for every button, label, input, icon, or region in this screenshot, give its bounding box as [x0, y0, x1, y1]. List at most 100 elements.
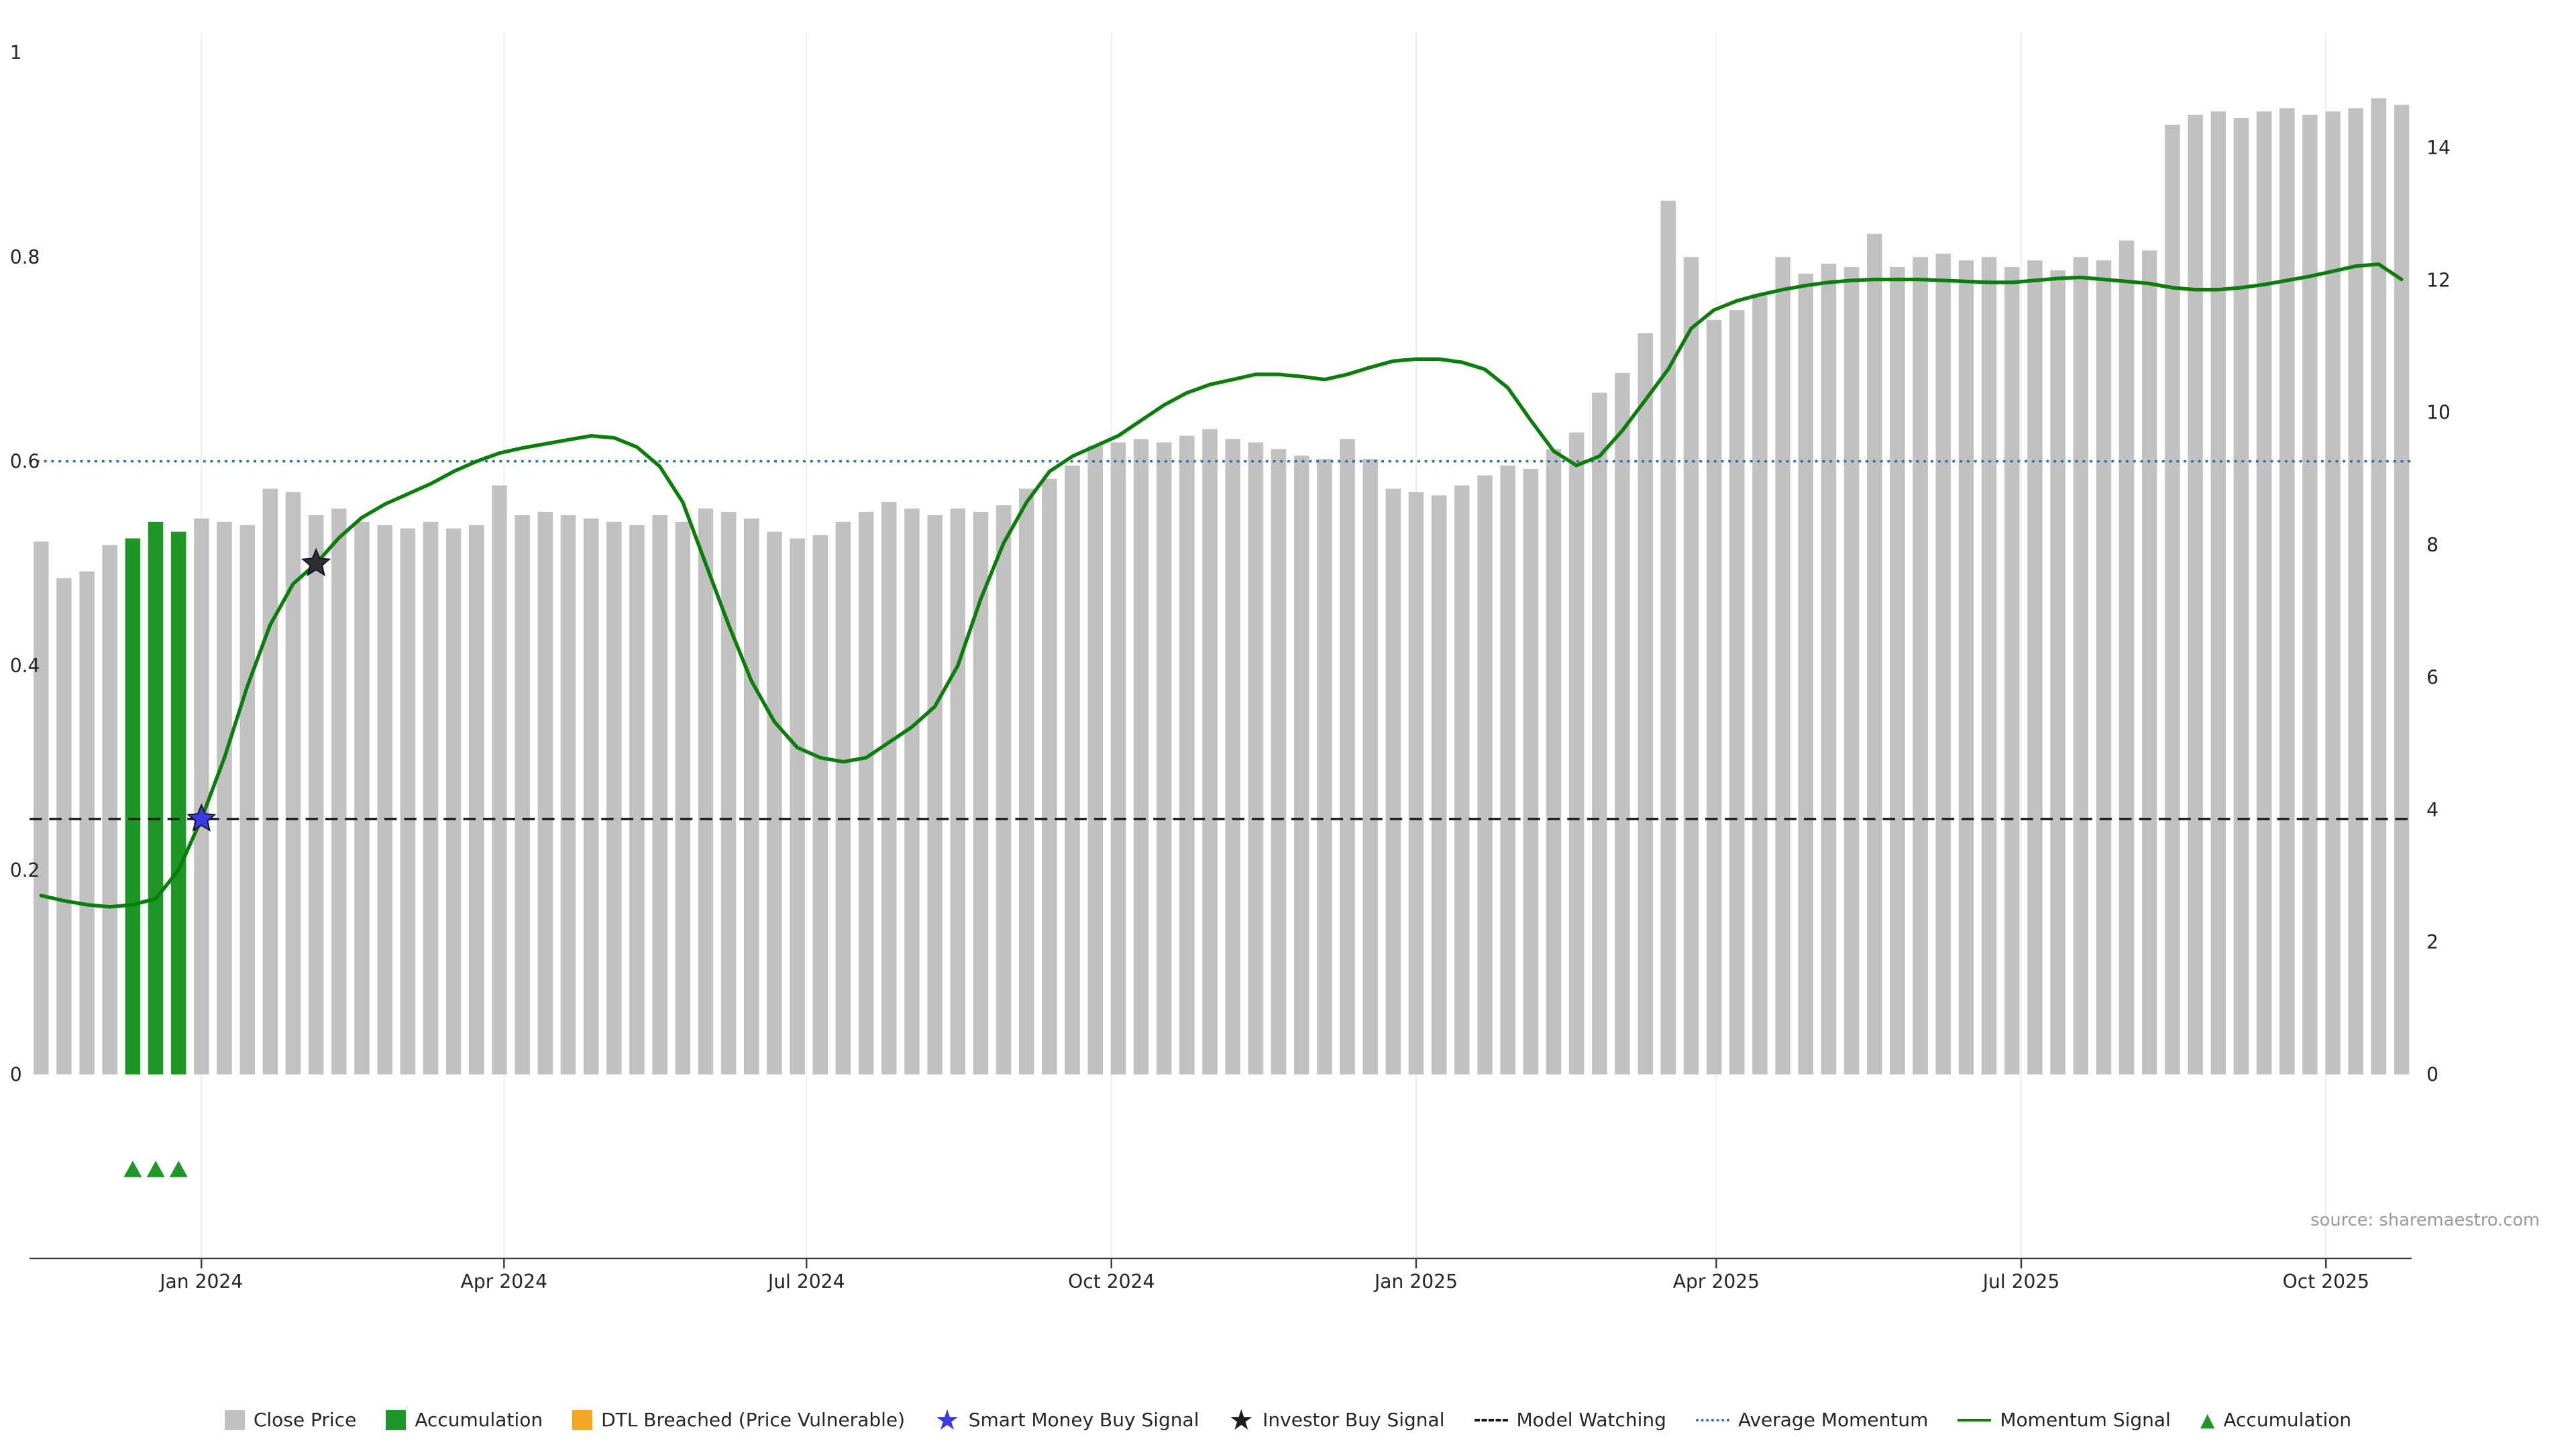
x-axis-tick-label: Oct 2024	[1068, 1271, 1155, 1293]
close-price-bar	[56, 578, 72, 1075]
close-price-bar	[354, 521, 370, 1075]
close-price-bar	[2302, 115, 2318, 1075]
close-price-bar	[720, 512, 737, 1075]
accumulation-bar	[125, 538, 141, 1075]
close-price-bar	[239, 525, 255, 1075]
x-axis-tick-label: Apr 2024	[461, 1271, 547, 1293]
close-price-bar	[1523, 468, 1539, 1075]
legend-item-smart-money-buy-signal[interactable]: ★ Smart Money Buy Signal	[934, 1403, 1199, 1436]
close-price-bar	[2165, 124, 2180, 1075]
close-price-bar	[1431, 495, 1447, 1075]
close-price-bar	[1179, 435, 1195, 1075]
close-price-bar	[2279, 108, 2295, 1075]
price-axis-tick: 4	[2426, 799, 2438, 821]
close-price-bar	[1890, 266, 1905, 1075]
close-price-bar	[904, 508, 920, 1075]
accumulation-triangles	[123, 1161, 188, 1177]
close-price-bar	[1638, 333, 1653, 1075]
legend-label: Average Momentum	[1737, 1409, 1929, 1431]
close-price-swatch-square	[224, 1409, 245, 1430]
close-price-bar	[1042, 478, 1057, 1075]
close-price-bar	[1958, 260, 1974, 1075]
x-axis-tick-label: Jul 2024	[767, 1271, 845, 1293]
close-price-bar	[1775, 257, 1790, 1075]
close-price-bar	[790, 538, 805, 1075]
accumulation-bar	[148, 521, 164, 1075]
legend-item-accumulation[interactable]: Accumulation	[386, 1409, 543, 1431]
close-price-bar	[2233, 118, 2249, 1075]
close-price-bar	[583, 518, 599, 1075]
legend: Close Price Accumulation DTL Breached (Pri…	[0, 1403, 2576, 1436]
close-price-bar	[515, 515, 530, 1075]
close-price-bar	[2256, 111, 2272, 1075]
close-price-bar	[1065, 465, 1080, 1075]
accumulation-marker	[123, 1161, 142, 1177]
close-price-bar	[606, 521, 622, 1075]
close-price-bar	[2096, 260, 2112, 1075]
legend-label: Close Price	[253, 1409, 357, 1431]
close-price-bar	[1592, 392, 1607, 1075]
close-price-bar	[1546, 449, 1562, 1075]
legend-item-dtl-breached-price-vulnerable[interactable]: DTL Breached (Price Vulnerable)	[572, 1409, 905, 1431]
close-price-bar	[767, 531, 782, 1075]
legend-item-investor-buy-signal[interactable]: ★ Investor Buy Signal	[1228, 1403, 1445, 1436]
close-price-bar	[1110, 442, 1126, 1075]
close-price-bar	[2141, 250, 2157, 1075]
close-price-bar	[1568, 432, 1585, 1075]
x-axis-tick-label: Jan 2024	[158, 1271, 243, 1293]
close-price-bar	[1729, 310, 1745, 1075]
close-price-bar	[698, 508, 714, 1075]
price-axis-tick: 10	[2426, 402, 2451, 424]
investor-buy-signal-marker	[301, 547, 331, 576]
legend-label: Accumulation	[2223, 1409, 2352, 1431]
close-price-bar	[2348, 108, 2363, 1075]
momentum-axis-tick: 1	[10, 42, 22, 64]
close-price-bar	[2188, 115, 2203, 1075]
legend-item-model-watching[interactable]: Model Watching	[1474, 1409, 1666, 1431]
close-price-bar	[1752, 293, 1768, 1075]
close-price-bar	[1385, 488, 1401, 1075]
close-price-bar	[1248, 442, 1264, 1075]
close-price-bar	[492, 485, 507, 1075]
close-price-bar	[2027, 260, 2043, 1075]
x-axis-tick-label: Apr 2025	[1673, 1271, 1760, 1293]
close-price-bar	[1913, 257, 1928, 1075]
close-price-bar	[33, 541, 49, 1075]
legend-item-accumulation[interactable]: ▲ Accumulation	[2200, 1409, 2351, 1431]
legend-item-close-price[interactable]: Close Price	[224, 1409, 357, 1431]
legend-label: Smart Money Buy Signal	[968, 1409, 1199, 1431]
reference-lines	[30, 460, 2412, 820]
momentum-axis-tick: 0.8	[10, 246, 40, 268]
source-text: source: sharemaestro.com	[2310, 1210, 2540, 1230]
close-price-bar	[1798, 273, 1814, 1075]
legend-item-momentum-signal[interactable]: Momentum Signal	[1957, 1409, 2171, 1431]
price-axis-tick: 12	[2426, 270, 2451, 292]
close-price-bar	[1683, 257, 1699, 1075]
close-price-bar	[1340, 439, 1355, 1075]
accumulation-marker	[169, 1161, 188, 1177]
close-price-bar	[675, 521, 691, 1075]
close-price-bar	[1615, 372, 1630, 1075]
close-price-bar	[2325, 111, 2341, 1075]
legend-label: Investor Buy Signal	[1263, 1409, 1445, 1431]
price-bars	[33, 98, 2410, 1075]
close-price-bar	[629, 525, 645, 1075]
close-price-bar	[1660, 201, 1676, 1075]
price-axis-tick: 8	[2426, 534, 2438, 556]
legend-item-average-momentum[interactable]: Average Momentum	[1695, 1409, 1929, 1431]
smart-money-buy-signal-swatch-star-icon: ★	[934, 1403, 960, 1436]
left-axis: 0 0.2 0.4 0.6 0.8 1	[10, 42, 40, 1085]
legend-label: DTL Breached (Price Vulnerable)	[601, 1409, 906, 1431]
close-price-bar	[2073, 257, 2089, 1075]
average-momentum-swatch-dotted-line	[1695, 1418, 1729, 1421]
close-price-bar	[262, 488, 278, 1075]
close-price-bar	[1362, 459, 1378, 1075]
close-price-bar	[2050, 270, 2065, 1075]
close-price-bar	[217, 521, 232, 1075]
signal-markers	[186, 547, 331, 832]
momentum-axis-tick: 0.6	[10, 450, 40, 472]
close-price-bar	[1202, 429, 1218, 1075]
right-axis: 0 2 4 6 8 10 12 14	[2426, 137, 2451, 1085]
investor-buy-signal-swatch-star-icon: ★	[1228, 1403, 1254, 1436]
